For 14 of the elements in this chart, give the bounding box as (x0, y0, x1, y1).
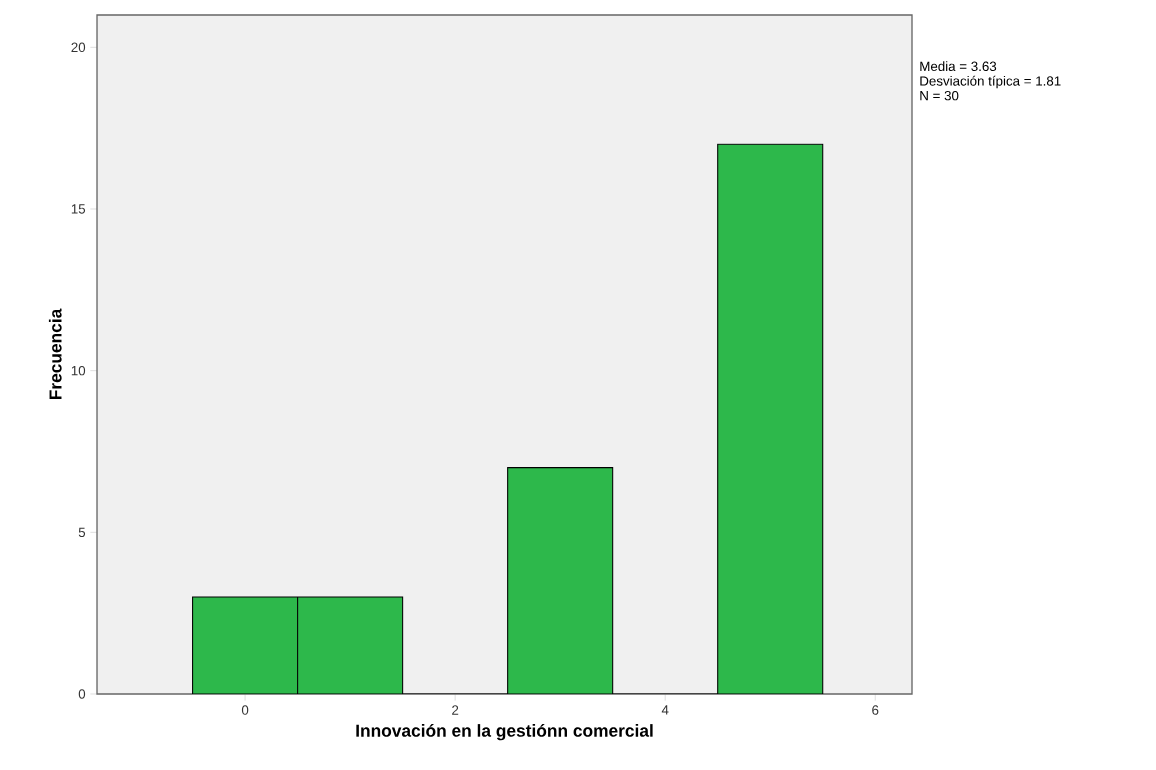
text: N = 30 (920, 90, 959, 101)
x-tick-label: 0 (241, 705, 249, 715)
x-axis-title: Innovación en la gestiónn comercial (356, 723, 653, 741)
x-tick-label: 4 (661, 705, 669, 715)
y-tick-label: 20 (71, 42, 86, 53)
x-tick-label: 6 (872, 705, 879, 715)
x-tick-label: 2 (452, 705, 459, 715)
text: Desviación típica = 1.81 (920, 75, 1061, 89)
y-tick-label: 15 (71, 204, 86, 214)
y-tick-label: 10 (71, 365, 86, 376)
text: Media = 3.63 (920, 61, 997, 72)
y-tick-label: 5 (78, 527, 86, 537)
y-axis-title: Frecuencia (48, 308, 62, 400)
y-tick-label: 0 (78, 689, 86, 699)
